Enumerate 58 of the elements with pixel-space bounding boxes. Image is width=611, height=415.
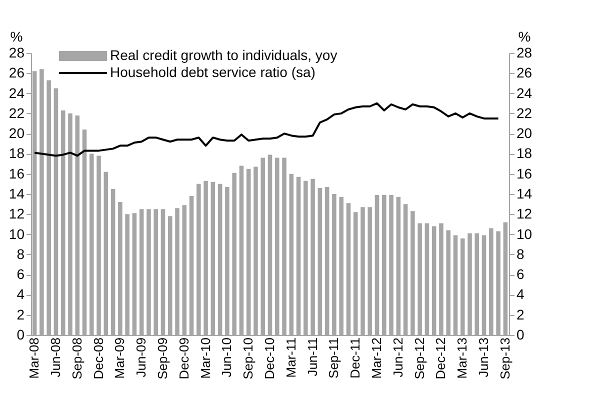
x-tick-label: Jun-13 xyxy=(476,338,492,378)
y2-tick-label: 18 xyxy=(516,145,532,162)
x-tick-label: Jun-08 xyxy=(48,338,63,378)
x-tick-label: Mar-08 xyxy=(26,338,42,379)
y2-axis-title: % xyxy=(518,28,531,44)
y-tick-label: 4 xyxy=(16,286,25,302)
x-tick-label: Dec-08 xyxy=(90,338,106,380)
y-tick-label: 22 xyxy=(8,104,25,121)
y-tick-label: 28 xyxy=(8,44,25,60)
y2-tick-label: 8 xyxy=(516,246,524,262)
x-tick-label: Sep-13 xyxy=(497,338,512,380)
y2-tick-label: 4 xyxy=(516,286,524,302)
y-tick-label: 12 xyxy=(8,206,25,222)
x-tick-label: Jun-09 xyxy=(134,338,149,378)
y2-tick-label: 0 xyxy=(516,326,524,342)
x-tick-label: Mar-09 xyxy=(112,338,128,379)
x-tick-label: Mar-10 xyxy=(198,338,213,379)
legend-label: Real credit growth to individuals, yoy xyxy=(110,47,338,63)
y-axis-title: % xyxy=(10,28,23,44)
y2-tick-label: 20 xyxy=(516,125,532,142)
y2-tick-label: 16 xyxy=(516,165,532,182)
y-tick-label: 16 xyxy=(8,165,25,182)
x-tick-label: Sep-08 xyxy=(69,338,84,380)
x-tick-label: Mar-13 xyxy=(454,338,470,379)
y-tick-label: 20 xyxy=(8,125,25,142)
y-tick-label: 8 xyxy=(16,246,25,262)
x-tick-label: Dec-10 xyxy=(262,338,277,380)
x-tick-label: Sep-10 xyxy=(240,338,256,380)
x-tick-label: Sep-12 xyxy=(412,338,427,380)
legend-label: Household debt service ratio (sa) xyxy=(110,64,316,80)
y2-tick-label: 26 xyxy=(516,64,532,81)
y-tick-label: 6 xyxy=(16,266,25,282)
x-tick-label: Jun-11 xyxy=(304,338,320,376)
y2-tick-label: 22 xyxy=(516,104,532,121)
y-tick-label: 10 xyxy=(8,226,25,242)
y2-tick-label: 6 xyxy=(516,266,524,282)
x-tick-label: Mar-11 xyxy=(283,338,298,378)
x-tick-label: Jun-10 xyxy=(219,338,234,378)
y-tick-label: 24 xyxy=(8,84,25,101)
y-tick-label: 14 xyxy=(8,186,25,202)
x-tick-label: Sep-09 xyxy=(154,338,170,380)
x-tick-label: Dec-09 xyxy=(176,338,192,380)
line-series xyxy=(34,102,500,157)
y2-tick-label: 12 xyxy=(516,206,532,222)
y-tick-label: 0 xyxy=(16,326,25,342)
x-tick-label: Sep-11 xyxy=(326,338,342,378)
y2-tick-label: 2 xyxy=(516,306,524,322)
y2-tick-label: 24 xyxy=(516,84,532,101)
y-tick-label: 18 xyxy=(8,145,25,162)
y2-tick-label: 10 xyxy=(516,226,532,242)
x-tick-label: Mar-12 xyxy=(369,338,384,379)
x-tick-label: Dec-11 xyxy=(348,338,363,378)
y2-tick-label: 14 xyxy=(516,186,532,202)
x-tick-label: Dec-12 xyxy=(433,338,448,380)
y-tick-label: 26 xyxy=(8,64,25,81)
y-tick-label: 2 xyxy=(16,306,25,322)
y2-tick-label: 28 xyxy=(516,44,532,60)
x-tick-label: Jun-12 xyxy=(390,338,406,378)
